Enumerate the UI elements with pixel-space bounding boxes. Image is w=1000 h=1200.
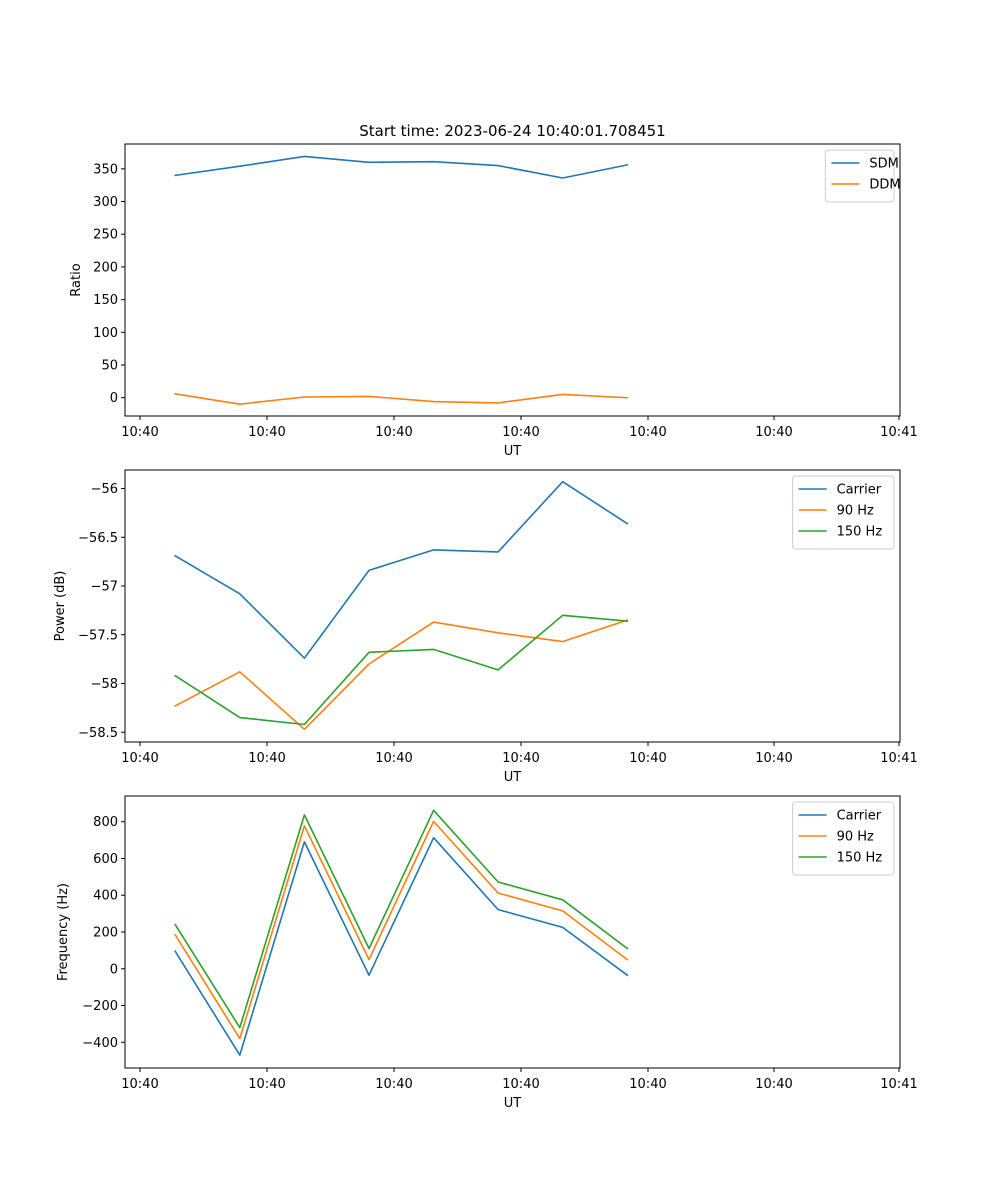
y-tick-label: 100 xyxy=(93,326,118,341)
series-line-90-hz xyxy=(174,820,629,1040)
y-tick-label: 350 xyxy=(93,162,118,177)
y-tick-label: 200 xyxy=(93,926,118,941)
y-tick-label: −57.5 xyxy=(78,628,118,643)
y-tick-label: 0 xyxy=(110,962,118,977)
x-tick-label: 10:40 xyxy=(121,1077,158,1092)
chart-panel-2: 10:40 10:40 10:40 10:40 10:40 10:40 10:41 UT −58… xyxy=(53,469,918,785)
x-tick-label: 10:40 xyxy=(755,425,792,440)
x-tick-label: 10:40 xyxy=(629,751,666,766)
legend-entry: 150 Hz xyxy=(837,851,883,866)
y-tick-label: 150 xyxy=(93,293,118,308)
x-tick-label: 10:40 xyxy=(755,1077,792,1092)
y-tick-label: 400 xyxy=(93,889,118,904)
x-tick-label: 10:40 xyxy=(629,425,666,440)
legend: SDM DDM xyxy=(824,149,901,203)
x-axis-label: UT xyxy=(504,770,522,785)
legend: Carrier 90 Hz 150 Hz xyxy=(792,475,895,550)
y-tick-label: 250 xyxy=(93,228,118,243)
x-tick-label: 10:40 xyxy=(502,751,539,766)
y-axis-label: Ratio xyxy=(69,263,84,296)
y-tick-label: 50 xyxy=(101,359,118,374)
series-line-sdm xyxy=(174,155,629,179)
x-tick-label: 10:41 xyxy=(880,425,917,440)
x-tick-label: 10:40 xyxy=(629,1077,666,1092)
x-tick-label: 10:41 xyxy=(880,1077,917,1092)
y-axis-label: Power (dB) xyxy=(53,571,68,642)
legend-entry: SDM xyxy=(869,157,898,172)
chart-panel-3: 10:40 10:40 10:40 10:40 10:40 10:40 10:41 UT −40… xyxy=(56,795,918,1111)
x-tick-label: 10:40 xyxy=(375,751,412,766)
x-tick-label: 10:40 xyxy=(248,1077,285,1092)
axes-frame xyxy=(124,143,901,417)
chart-panel-1: 10:40 10:40 10:40 10:40 10:40 10:40 10:41 UT 0 50… xyxy=(69,143,918,459)
series-line-150-hz xyxy=(174,809,629,1029)
y-tick-label: 600 xyxy=(93,852,118,867)
series-line-ddm xyxy=(174,392,629,405)
x-tick-label: 10:40 xyxy=(375,1077,412,1092)
y-axis-label: Frequency (Hz) xyxy=(56,883,71,981)
x-tick-label: 10:40 xyxy=(502,425,539,440)
y-tick-label: −200 xyxy=(82,999,118,1014)
y-tick-label: −400 xyxy=(82,1036,118,1051)
legend-entry: 90 Hz xyxy=(837,830,874,845)
x-tick-label: 10:40 xyxy=(248,751,285,766)
y-tick-label: −56.5 xyxy=(78,531,118,546)
legend: Carrier 90 Hz 150 Hz xyxy=(792,801,895,876)
series-line-carrier xyxy=(174,836,629,1056)
x-tick-label: 10:40 xyxy=(502,1077,539,1092)
x-tick-label: 10:41 xyxy=(880,751,917,766)
x-axis-label: UT xyxy=(504,1096,522,1111)
x-axis-label: UT xyxy=(504,444,522,459)
series-line-carrier xyxy=(174,480,629,659)
y-tick-label: 0 xyxy=(110,391,118,406)
x-tick-label: 10:40 xyxy=(755,751,792,766)
legend-entry: Carrier xyxy=(837,483,882,498)
y-tick-label: 300 xyxy=(93,195,118,210)
panels: 10:40 10:40 10:40 10:40 10:40 10:40 10:41 UT 0 50… xyxy=(53,143,918,1111)
legend-entry: 90 Hz xyxy=(837,504,874,519)
legend-entry: DDM xyxy=(869,178,900,193)
series-line-90-hz xyxy=(174,619,629,731)
axes-frame xyxy=(124,469,901,743)
x-tick-label: 10:40 xyxy=(121,425,158,440)
y-tick-label: 200 xyxy=(93,260,118,275)
y-tick-label: −58.5 xyxy=(78,726,118,741)
y-tick-label: −56 xyxy=(91,482,118,497)
legend-entry: Carrier xyxy=(837,809,882,824)
x-tick-label: 10:40 xyxy=(248,425,285,440)
legend-entry: 150 Hz xyxy=(837,525,883,540)
series-line-150-hz xyxy=(174,614,629,726)
x-tick-label: 10:40 xyxy=(121,751,158,766)
y-tick-label: −57 xyxy=(91,580,118,595)
y-tick-label: −58 xyxy=(91,677,118,692)
y-tick-label: 800 xyxy=(93,815,118,830)
x-tick-label: 10:40 xyxy=(375,425,412,440)
figure-title: Start time: 2023-06-24 10:40:01.708451 xyxy=(359,122,665,140)
